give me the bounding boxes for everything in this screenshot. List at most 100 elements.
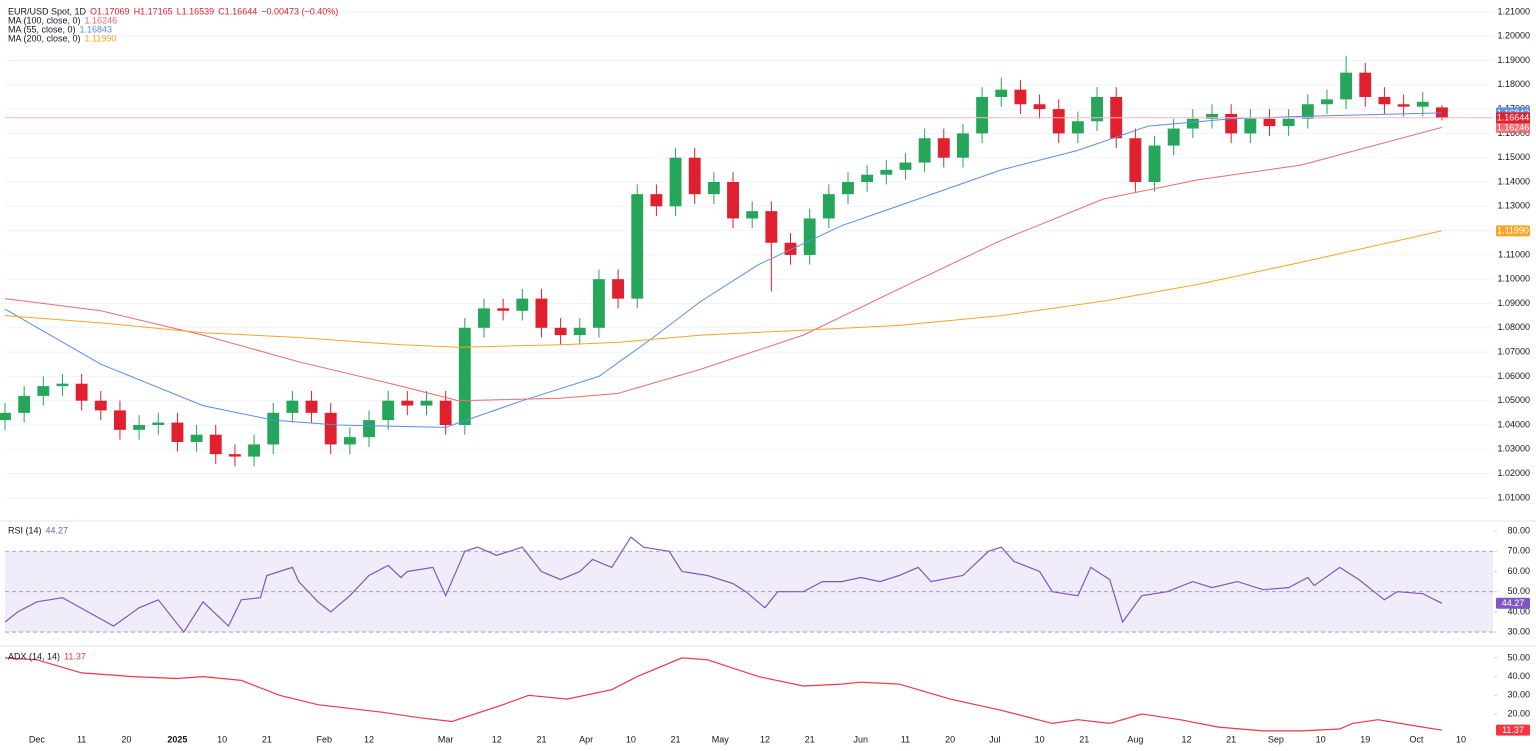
candle-body bbox=[420, 400, 433, 406]
x-tick-label: 21 bbox=[1079, 734, 1089, 744]
price-badge bbox=[1496, 597, 1530, 609]
y-tick-label: 1.15000 bbox=[1497, 152, 1530, 162]
candle-body bbox=[133, 424, 146, 430]
candle-body bbox=[1091, 96, 1103, 122]
candle-body bbox=[1282, 118, 1295, 127]
candle-body bbox=[382, 400, 395, 421]
y-tick-label: 40.00 bbox=[1507, 671, 1530, 681]
candle-body bbox=[190, 434, 203, 442]
candle-body bbox=[1225, 113, 1238, 134]
y-tick-label: 1.10000 bbox=[1497, 274, 1530, 284]
candle-body bbox=[880, 169, 893, 175]
x-tick-label: 19 bbox=[1360, 734, 1370, 744]
candle-body bbox=[0, 412, 11, 421]
y-tick-label: 1.03000 bbox=[1497, 444, 1530, 454]
candle-body bbox=[458, 327, 471, 425]
indicator-line bbox=[4, 657, 1442, 732]
candle-body bbox=[1129, 138, 1142, 182]
moving-average-line bbox=[4, 230, 1443, 348]
candle-body bbox=[1206, 113, 1218, 119]
x-tick-label: Sep bbox=[1268, 734, 1284, 744]
x-tick-label: 10 bbox=[1316, 734, 1326, 744]
candle-body bbox=[612, 279, 625, 299]
candle-body bbox=[765, 211, 778, 243]
candle-body bbox=[478, 308, 490, 328]
candle-body bbox=[439, 400, 452, 425]
candle-body bbox=[1071, 121, 1084, 134]
candle-body bbox=[497, 308, 510, 311]
moving-average-line bbox=[4, 126, 1443, 402]
price-badge-label: 1.16246 bbox=[1497, 122, 1530, 132]
price-badge-label: 1.16644 bbox=[1497, 113, 1530, 123]
candle-body bbox=[861, 174, 874, 182]
legend-name: MA (55, close, 0) bbox=[8, 24, 76, 34]
candle-body bbox=[171, 422, 184, 442]
x-tick-label: Oct bbox=[1409, 734, 1424, 744]
x-tick-label: 12 bbox=[492, 734, 502, 744]
candle-body bbox=[899, 162, 912, 170]
y-tick-label: 40.00 bbox=[1507, 606, 1530, 616]
candle-body bbox=[688, 157, 701, 195]
legend-value: 1.11990 bbox=[85, 33, 117, 43]
candle-body bbox=[784, 242, 797, 255]
y-tick-label: 1.05000 bbox=[1497, 395, 1530, 405]
price-badge bbox=[1496, 225, 1530, 237]
candle-body bbox=[822, 194, 835, 219]
x-tick-label: May bbox=[712, 734, 730, 744]
price-badge bbox=[1496, 724, 1530, 736]
y-tick-label: 1.21000 bbox=[1497, 6, 1530, 16]
indicator-name: RSI (14) bbox=[8, 525, 42, 535]
candle-body bbox=[592, 279, 605, 328]
candle-body bbox=[803, 218, 816, 255]
candle-body bbox=[1378, 96, 1391, 105]
candle-body bbox=[746, 211, 759, 219]
candle-body bbox=[267, 412, 280, 445]
ohlc-label: O1.17069 bbox=[90, 6, 130, 16]
x-tick-label: 21 bbox=[805, 734, 815, 744]
x-tick-label: 21 bbox=[262, 734, 272, 744]
candle-body bbox=[1359, 72, 1372, 97]
y-tick-label: 1.06000 bbox=[1497, 371, 1530, 381]
candle-body bbox=[56, 383, 69, 387]
indicator-line bbox=[4, 536, 1443, 634]
x-tick-label: Jun bbox=[854, 734, 869, 744]
candle-body bbox=[554, 327, 567, 336]
candle-body bbox=[248, 444, 261, 457]
candle-body bbox=[324, 412, 337, 445]
candle-body bbox=[1014, 89, 1027, 105]
y-tick-label: 1.02000 bbox=[1497, 468, 1530, 478]
y-tick-label: 1.09000 bbox=[1497, 298, 1530, 308]
x-tick-label: Mar bbox=[438, 734, 454, 744]
x-tick-label: 2025 bbox=[167, 734, 187, 744]
y-tick-label: 80.00 bbox=[1507, 525, 1530, 535]
candle-body bbox=[305, 400, 318, 413]
x-tick-label: 12 bbox=[1181, 734, 1191, 744]
candle-body bbox=[707, 182, 720, 195]
candle-body bbox=[573, 327, 586, 336]
price-badge bbox=[1496, 112, 1530, 124]
y-tick-label: 50.00 bbox=[1507, 652, 1530, 662]
y-tick-label: 70.00 bbox=[1507, 546, 1530, 556]
y-tick-label: 1.18000 bbox=[1497, 79, 1530, 89]
candle-body bbox=[1263, 118, 1276, 127]
candle-body bbox=[94, 400, 107, 411]
candle-body bbox=[228, 454, 241, 457]
candle-body bbox=[75, 383, 88, 401]
legend-value: 1.16246 bbox=[85, 15, 118, 25]
x-tick-label: 20 bbox=[945, 734, 955, 744]
candle-body bbox=[957, 133, 969, 158]
x-tick-label: 11 bbox=[77, 734, 86, 744]
ohlc-label: −0.00473 (−0.40%) bbox=[261, 6, 338, 16]
moving-average-line bbox=[4, 112, 1442, 428]
x-tick-label: 12 bbox=[760, 734, 770, 744]
y-tick-label: 50.00 bbox=[1507, 586, 1530, 596]
candle-body bbox=[842, 182, 854, 195]
indicator-value: 44.27 bbox=[46, 525, 69, 535]
candle-body bbox=[650, 194, 663, 207]
x-tick-label: Apr bbox=[579, 734, 593, 744]
indicator-name: ADX (14, 14) bbox=[8, 651, 60, 661]
candle-body bbox=[1435, 107, 1448, 118]
y-tick-label: 30.00 bbox=[1507, 626, 1530, 636]
candle-body bbox=[976, 96, 989, 134]
price-badge bbox=[1496, 121, 1530, 133]
